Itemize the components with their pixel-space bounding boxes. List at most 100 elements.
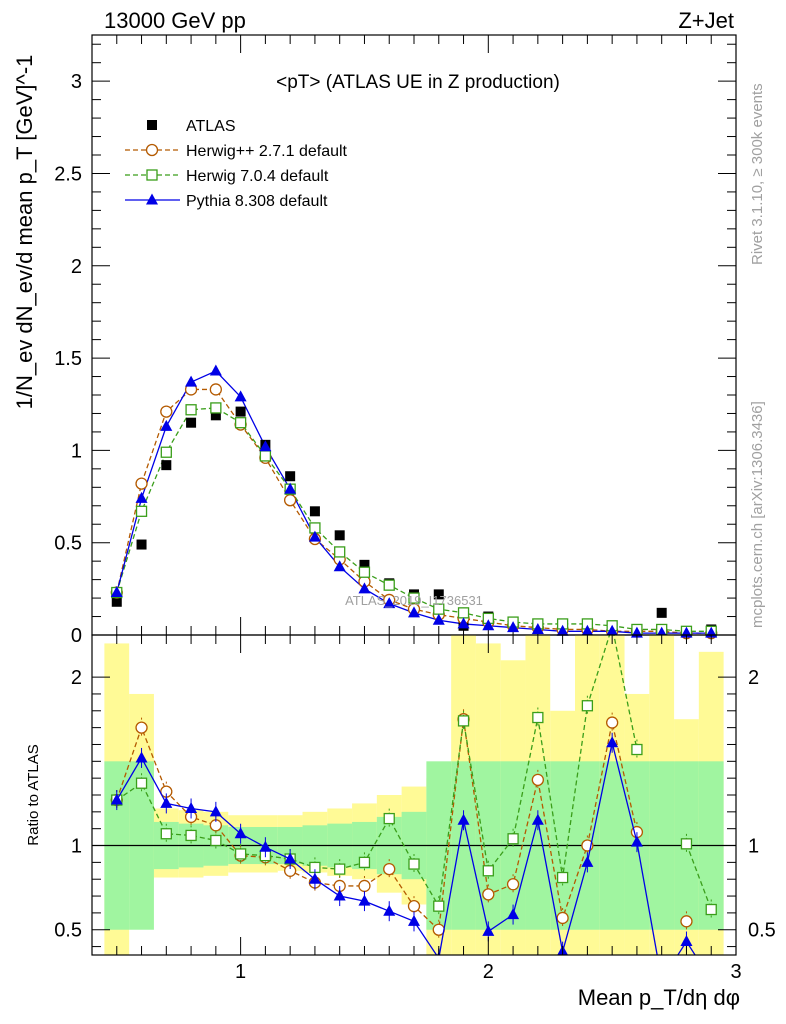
ratio-point	[408, 914, 420, 926]
y-tick-label: 1.5	[54, 348, 82, 370]
legend-label: ATLAS	[186, 118, 236, 135]
ratio-point	[209, 805, 222, 817]
ratio-point	[630, 835, 643, 847]
lower-frame	[91, 634, 737, 956]
data-point	[408, 606, 420, 618]
data-point	[482, 619, 495, 631]
data-point	[309, 506, 320, 517]
x-tick-label: 3	[730, 961, 741, 983]
data-point	[308, 530, 321, 542]
ratio-point	[135, 777, 148, 789]
ratio-point	[531, 813, 544, 825]
legend-label: Herwig 7.0.4 default	[186, 168, 329, 185]
upper-series-group	[110, 364, 718, 640]
ratio-point	[556, 911, 569, 925]
data-point	[383, 597, 396, 609]
ratio-point	[457, 715, 470, 727]
ratio-point	[407, 900, 421, 913]
data-point	[581, 624, 594, 636]
ratio-point	[482, 865, 494, 877]
y-tick-label: 0.5	[54, 533, 82, 555]
data-point	[210, 402, 222, 414]
data-point	[359, 559, 370, 570]
legend-marker	[146, 169, 158, 181]
ratio-point	[333, 889, 346, 901]
ratio-point	[358, 856, 371, 869]
upper-panel: 0 0.5 1 1.5 2 2.5 3 <pT> (ATLAS UE in Z produc…	[12, 34, 737, 647]
ratio-point	[581, 700, 594, 712]
data-point	[358, 566, 371, 578]
legend-marker	[145, 143, 159, 157]
mcplots-text: mcplots.cern.ch [arXiv:1306.3436]	[749, 401, 766, 628]
ratio-point	[160, 828, 172, 840]
ratio-point	[680, 838, 693, 850]
ratio-point	[210, 834, 222, 847]
data-point	[333, 560, 346, 572]
ratio-y-tick-label-left: 2	[71, 667, 82, 689]
ratio-point	[110, 793, 123, 805]
ratio-point	[308, 872, 321, 884]
ratio-point	[334, 863, 346, 875]
ratio-point	[383, 862, 396, 876]
ratio-point	[358, 879, 371, 893]
ratio-point	[532, 711, 544, 724]
watermark: ATLAS_2019_I1736531	[345, 593, 483, 608]
ratio-point	[631, 743, 643, 756]
legend-marker	[146, 193, 158, 205]
data-point	[358, 582, 371, 594]
data-point	[186, 417, 197, 428]
data-point	[136, 539, 147, 550]
ratio-point	[358, 894, 371, 906]
ratio-point	[482, 888, 495, 901]
ratio-point	[185, 801, 198, 813]
data-point	[285, 471, 296, 482]
data-point	[259, 450, 272, 462]
ratio-point	[160, 796, 173, 808]
data-point	[656, 607, 667, 618]
ratio-y-tick-label-right: 1	[748, 836, 759, 858]
data-point	[457, 607, 470, 619]
data-point	[209, 364, 222, 376]
data-point	[507, 621, 520, 633]
data-point	[209, 383, 222, 396]
ratio-point	[234, 848, 247, 860]
y-axis-label-upper: 1/N_ev dN_ev/d mean p_T [GeV]^-1	[12, 55, 37, 410]
lower-panel: 0.5 0.5 1 1 2 2 1 2 3 Ratio to ATLAS Mean p_T/dη…	[25, 634, 776, 1010]
legend-label: Pythia 8.308 default	[186, 193, 328, 210]
ratio-y-tick-label-left: 0.5	[54, 920, 82, 942]
data-point	[334, 530, 345, 541]
ratio-point	[680, 935, 693, 947]
x-axis-label: Mean p_T/dη dφ	[578, 985, 740, 1010]
ratio-line	[685, 843, 712, 910]
data-point	[606, 624, 619, 636]
ratio-point	[383, 812, 395, 825]
ratio-point	[234, 827, 247, 839]
data-point	[135, 477, 148, 490]
ratio-line	[116, 719, 638, 932]
ratio-point	[531, 773, 544, 786]
data-point	[433, 589, 444, 600]
ratio-point	[507, 908, 520, 920]
data-point	[408, 592, 420, 604]
data-point	[185, 375, 198, 387]
data-point	[284, 494, 297, 507]
ratio-point	[457, 813, 470, 825]
ratio-y-tick-label-left: 1	[71, 836, 82, 858]
data-point	[135, 505, 148, 517]
ratio-point	[383, 904, 396, 916]
data-point	[111, 596, 122, 607]
data-point	[234, 417, 247, 429]
data-point	[185, 404, 197, 416]
ratio-point	[433, 900, 445, 912]
ratio-point	[507, 833, 519, 845]
data-point	[135, 491, 148, 503]
ratio-point	[556, 871, 569, 884]
header-right: Z+Jet	[678, 8, 734, 33]
data-point	[432, 613, 445, 625]
ratio-line	[116, 635, 638, 909]
data-point	[160, 419, 173, 431]
legend-label: Herwig++ 2.7.1 default	[186, 143, 348, 160]
ratio-point	[506, 878, 520, 891]
ratio-point	[135, 751, 148, 763]
